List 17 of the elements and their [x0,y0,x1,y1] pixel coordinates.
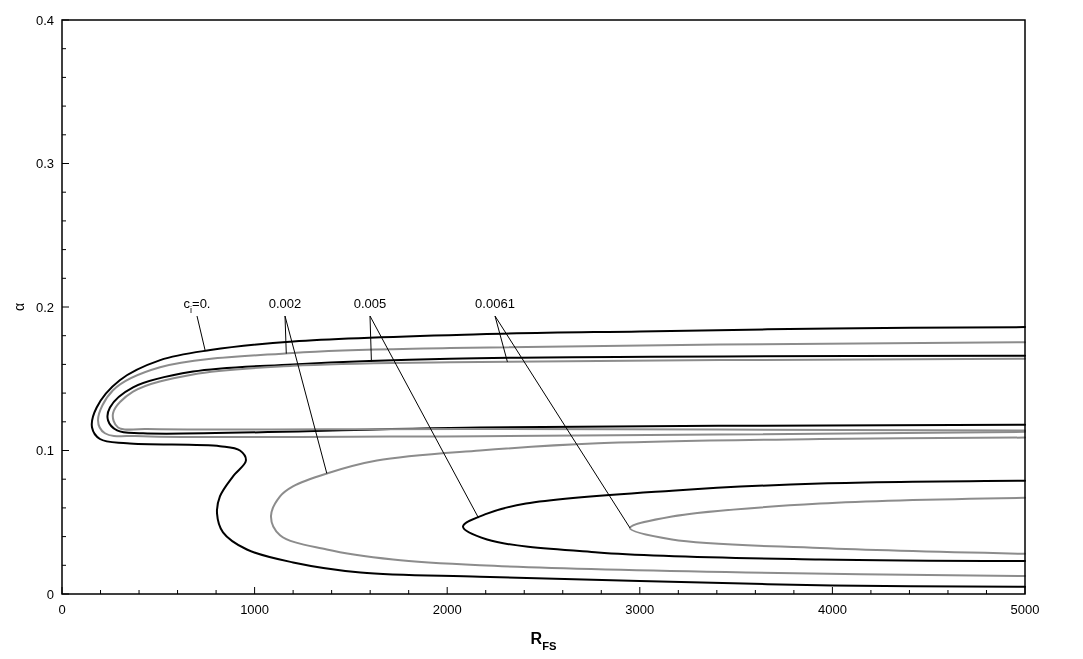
y-tick-label: 0.1 [35,443,54,459]
x-axis-title: R$_{FS}$ [530,630,557,652]
y-axis-title: α [11,302,27,312]
y-tick-label: 0.2 [35,299,54,315]
text: c$_{i}$=0. [183,296,211,315]
x-tick-label: 4000 [817,602,847,617]
x-tick-label: 5000 [1010,602,1040,617]
x-tick-label: 0 [58,602,66,617]
text: 0.002 [268,296,302,311]
y-tick-label: 0.3 [35,156,54,172]
x-tick-label: 1000 [240,602,270,617]
y-tick-label: 0.4 [35,12,54,28]
x-tick-label: 2000 [432,602,462,617]
text: 0.0061 [475,296,515,311]
y-tick-label: 0 [46,586,54,602]
x-tick-label: 3000 [625,602,655,617]
text: 0.005 [353,296,387,311]
